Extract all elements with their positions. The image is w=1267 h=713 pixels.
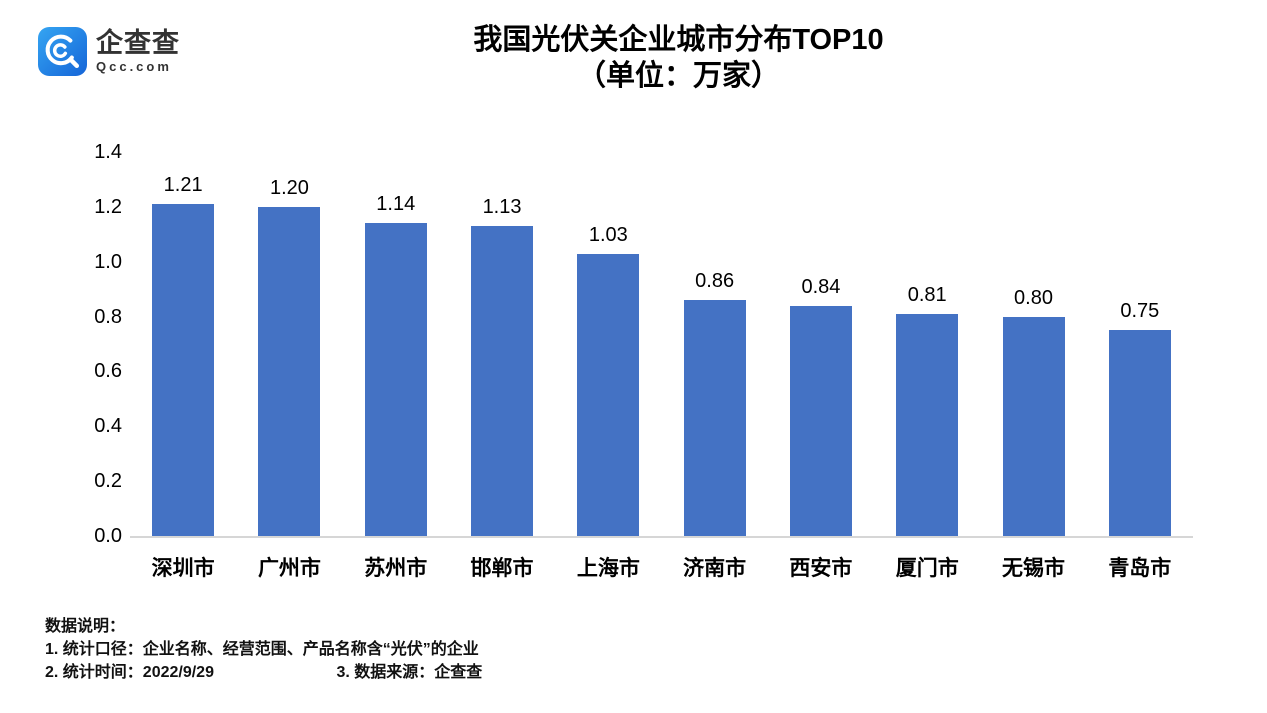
y-axis-tick: 0.4 [94, 415, 122, 438]
bar: 1.20 [258, 177, 321, 536]
x-axis-label: 广州市 [257, 557, 321, 580]
bar-slot: 1.13 邯郸市 [449, 152, 555, 580]
qcc-logo-icon [38, 27, 87, 76]
x-axis-label: 邯郸市 [470, 557, 534, 580]
bar: 0.80 [1002, 287, 1065, 536]
qcc-logo-domain: Qcc.com [96, 59, 172, 74]
y-axis: 0.0 0.2 0.4 0.6 0.8 1.0 1.2 1.4 [0, 141, 122, 547]
x-axis-label: 济南市 [683, 557, 747, 580]
bar: 0.86 [683, 270, 746, 536]
bar: 1.03 [577, 224, 640, 536]
bar-value-label: 0.81 [907, 283, 947, 306]
bar-slot: 0.81 厦门市 [874, 152, 980, 580]
note-statistics-time: 2. 统计时间：2022/9/29 [45, 664, 214, 681]
bar-value-label: 0.84 [801, 275, 841, 298]
bar-value-label: 1.13 [482, 196, 522, 219]
bar-chart: 0.0 0.2 0.4 0.6 0.8 1.0 1.2 1.4 1.21 深圳市 1.20 广州市 1… [0, 141, 1267, 581]
bar: 1.13 [471, 196, 534, 536]
y-axis-tick: 0.6 [94, 360, 122, 383]
data-notes: 数据说明： 1. 统计口径：企业名称、经营范围、产品名称含“光伏”的企业 2. … [45, 615, 482, 684]
x-axis-label: 深圳市 [151, 557, 215, 580]
y-axis-tick: 1.0 [94, 250, 122, 273]
x-axis-label: 西安市 [789, 557, 853, 580]
qcc-logo-name: 企查查 [96, 28, 180, 58]
plot-area: 1.21 深圳市 1.20 广州市 1.14 苏州市 1.13 邯郸市 1.03 上海市 0.86 济… [130, 152, 1193, 581]
note-data-source: 3. 数据来源：企查查 [336, 664, 483, 681]
bar-value-label: 1.20 [269, 176, 309, 199]
y-axis-tick: 0.0 [94, 525, 122, 547]
note-row: 2. 统计时间：2022/9/29 3. 数据来源：企查查 [45, 661, 482, 684]
bar-slot: 0.86 济南市 [661, 152, 767, 580]
bar: 0.81 [896, 284, 959, 536]
x-axis-label: 厦门市 [895, 557, 959, 580]
qcc-logo: 企查查 Qcc.com [38, 27, 180, 76]
bar-slot: 1.14 苏州市 [343, 152, 449, 580]
y-axis-tick: 0.8 [94, 305, 122, 328]
bar-value-label: 1.03 [588, 223, 628, 246]
bar-value-label: 0.80 [1014, 286, 1053, 309]
y-axis-tick: 0.2 [94, 470, 122, 493]
bar-value-label: 0.86 [695, 270, 735, 293]
chart-title-line2: （单位：万家） [576, 60, 780, 92]
bar-value-label: 1.21 [163, 174, 203, 197]
x-axis-label: 苏州市 [364, 557, 428, 580]
x-axis-label: 青岛市 [1108, 557, 1172, 580]
bar-slot: 0.75 青岛市 [1087, 152, 1193, 580]
note-statistics-scope: 1. 统计口径：企业名称、经营范围、产品名称含“光伏”的企业 [45, 641, 479, 658]
notes-heading: 数据说明： [45, 618, 126, 635]
bar-value-label: 1.14 [376, 193, 416, 216]
bar-value-label: 0.75 [1120, 300, 1160, 323]
bar: 1.14 [364, 193, 427, 536]
bar-slot: 0.84 西安市 [768, 152, 874, 580]
chart-title-block: 我国光伏关企业城市分布TOP10 （单位：万家） [90, 22, 1267, 94]
y-axis-tick: 1.2 [94, 195, 122, 218]
bar-slot: 1.03 上海市 [555, 152, 661, 581]
bar: 0.84 [789, 276, 852, 536]
x-axis-label: 无锡市 [1002, 557, 1066, 580]
bar: 0.75 [1108, 300, 1171, 536]
bar-slot: 1.20 广州市 [236, 152, 342, 580]
qcc-logo-text: 企查查 Qcc.com [96, 28, 180, 75]
x-axis-label: 上海市 [576, 557, 640, 580]
bar-slot: 0.80 无锡市 [980, 152, 1086, 580]
y-axis-tick: 1.4 [94, 141, 122, 163]
bar: 1.21 [152, 174, 215, 536]
bar-slot: 1.21 深圳市 [130, 152, 236, 580]
chart-title-line1: 我国光伏关企业城市分布TOP10 [473, 24, 884, 56]
